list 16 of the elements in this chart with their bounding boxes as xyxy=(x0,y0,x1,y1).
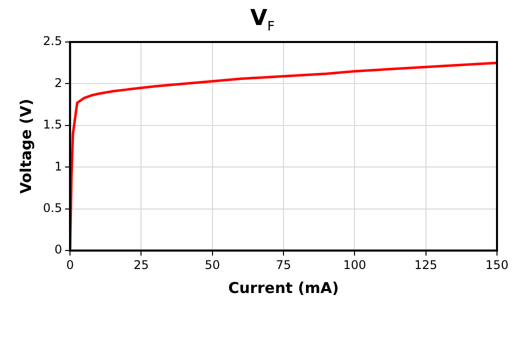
y-tick-label: 0 xyxy=(54,242,62,257)
y-tick-label: 1.5 xyxy=(42,118,62,132)
x-tick-label: 75 xyxy=(276,258,292,272)
x-tick-label: 50 xyxy=(204,258,220,272)
y-tick-label: 0.5 xyxy=(42,201,62,216)
x-tick-label: 100 xyxy=(343,258,366,272)
x-tick-label: 125 xyxy=(414,258,438,272)
x-tick-label: 25 xyxy=(134,258,149,272)
y-axis-title: Voltage (V) xyxy=(16,98,35,194)
chart-title: V$_{F}$ xyxy=(249,6,276,34)
x-axis-title: Current (mA) xyxy=(228,278,339,297)
y-tick-label: 2.5 xyxy=(42,34,62,48)
x-tick-label: 0 xyxy=(66,258,74,272)
y-tick-label: 1 xyxy=(54,159,62,174)
y-tick-label: 2 xyxy=(54,76,62,90)
x-tick-label: 150 xyxy=(486,258,508,272)
